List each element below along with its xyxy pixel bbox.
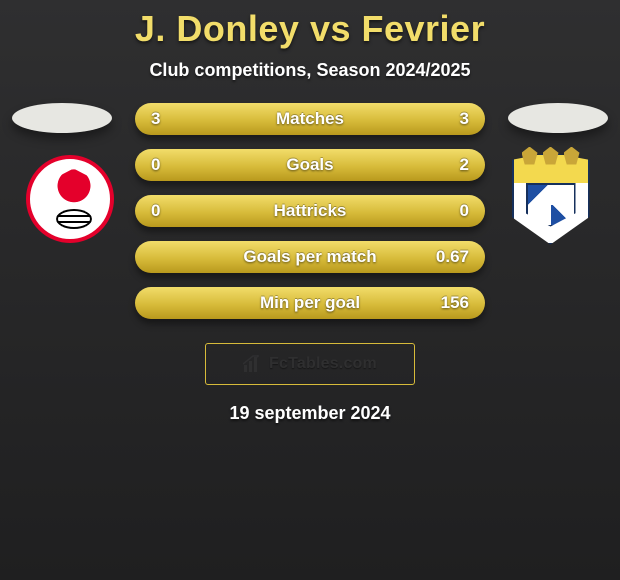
stat-label: Goals per match	[135, 247, 485, 267]
brand-text: FcTables.com	[269, 355, 377, 373]
bar-chart-icon	[243, 355, 263, 373]
date-text: 19 september 2024	[0, 403, 620, 424]
stat-row-goals-per-match: Goals per match 0.67	[135, 241, 485, 273]
crest-icon	[512, 153, 590, 245]
stat-left-value: 0	[151, 155, 179, 175]
stat-left-value: 0	[151, 201, 179, 221]
stat-right-value: 3	[441, 109, 469, 129]
stat-right-value: 0	[441, 201, 469, 221]
player-base-right	[508, 103, 608, 133]
stats-arena: 3 Matches 3 0 Goals 2 0 Hattricks 0 Goal…	[0, 103, 620, 319]
stat-row-goals: 0 Goals 2	[135, 149, 485, 181]
crest-icon	[26, 155, 114, 243]
crest-decoration	[522, 147, 580, 167]
stat-label: Matches	[135, 109, 485, 129]
stat-right-value: 156	[441, 293, 469, 313]
page-title: J. Donley vs Fevrier	[0, 8, 620, 50]
brand-watermark: FcTables.com	[205, 343, 415, 385]
right-club-crest	[503, 151, 598, 246]
stat-right-value: 2	[441, 155, 469, 175]
stat-right-value: 0.67	[436, 247, 469, 267]
stat-label: Hattricks	[135, 201, 485, 221]
stat-list: 3 Matches 3 0 Goals 2 0 Hattricks 0 Goal…	[135, 103, 485, 319]
stat-row-min-per-goal: Min per goal 156	[135, 287, 485, 319]
stat-label: Min per goal	[135, 293, 485, 313]
left-club-crest	[22, 151, 117, 246]
stat-label: Goals	[135, 155, 485, 175]
page-subtitle: Club competitions, Season 2024/2025	[0, 60, 620, 81]
stat-left-value: 3	[151, 109, 179, 129]
comparison-infographic: J. Donley vs Fevrier Club competitions, …	[0, 0, 620, 580]
stat-row-matches: 3 Matches 3	[135, 103, 485, 135]
player-base-left	[12, 103, 112, 133]
stat-row-hattricks: 0 Hattricks 0	[135, 195, 485, 227]
